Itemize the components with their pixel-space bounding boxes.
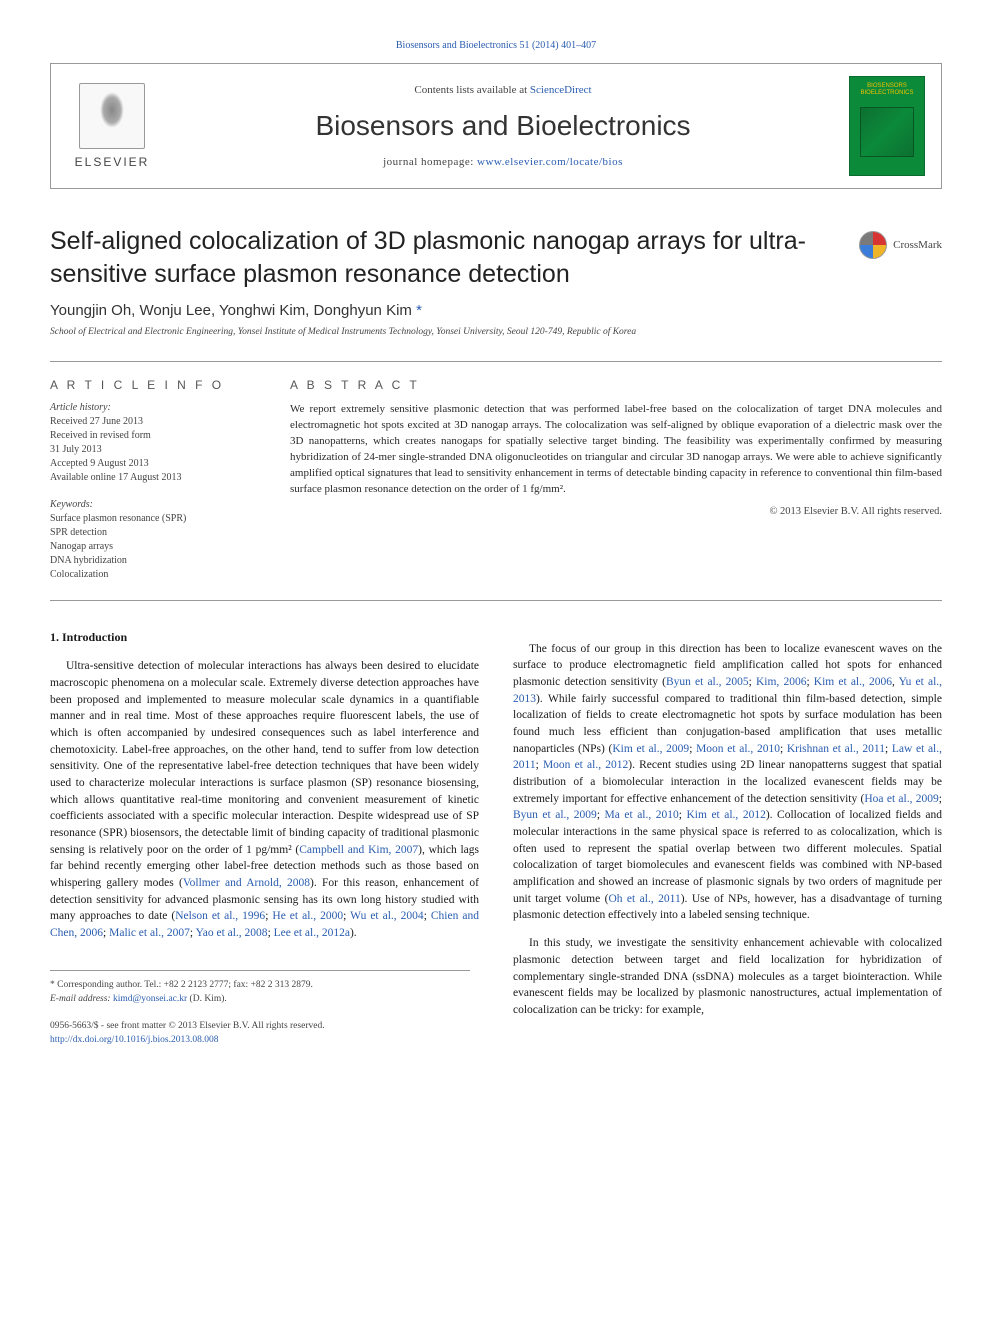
author-list: Youngjin Oh, Wonju Lee, Yonghwi Kim, Don…: [50, 302, 942, 319]
corresponding-author-mark[interactable]: *: [416, 302, 422, 319]
keyword-item: SPR detection: [50, 526, 250, 540]
history-item: 31 July 2013: [50, 443, 250, 457]
history-item: Received 27 June 2013: [50, 415, 250, 429]
body-paragraph: Ultra-sensitive detection of molecular i…: [50, 658, 479, 941]
citation-link[interactable]: He et al., 2000: [272, 910, 343, 922]
citation-link[interactable]: Campbell and Kim, 2007: [299, 844, 418, 856]
history-item: Available online 17 August 2013: [50, 471, 250, 485]
body-column-left: 1. Introduction Ultra-sensitive detectio…: [50, 629, 479, 1048]
contents-available: Contents lists available at ScienceDirec…: [177, 84, 829, 96]
corresponding-author-footnote: * Corresponding author. Tel.: +82 2 2123…: [50, 970, 470, 1007]
citation-link[interactable]: Kim et al., 2009: [612, 743, 689, 755]
body-paragraph: In this study, we investigate the sensit…: [513, 935, 942, 1018]
article-title: Self-aligned colocalization of 3D plasmo…: [50, 225, 839, 290]
citation-link[interactable]: Byun et al., 2005: [666, 676, 749, 688]
corr-author-line: * Corresponding author. Tel.: +82 2 2123…: [50, 979, 470, 993]
citation-link[interactable]: Moon et al., 2012: [543, 759, 628, 771]
citation-link[interactable]: Moon et al., 2010: [696, 743, 780, 755]
citation-link[interactable]: Oh et al., 2011: [608, 893, 680, 905]
citation-link[interactable]: Lee et al., 2012a: [274, 927, 350, 939]
cover-title: BIOSENSORS BIOELECTRONICS: [854, 83, 920, 97]
abstract-copyright: © 2013 Elsevier B.V. All rights reserved…: [290, 506, 942, 517]
citation-link[interactable]: Biosensors and Bioelectronics 51 (2014) …: [396, 40, 596, 51]
keyword-item: DNA hybridization: [50, 554, 250, 568]
history-item: Accepted 9 August 2013: [50, 457, 250, 471]
keyword-item: Surface plasmon resonance (SPR): [50, 512, 250, 526]
citation-link[interactable]: Kim et al., 2012: [686, 809, 765, 821]
citation-link[interactable]: Krishnan et al., 2011: [787, 743, 885, 755]
body-paragraph: The focus of our group in this direction…: [513, 641, 942, 924]
citation-link[interactable]: Kim et al., 2006: [814, 676, 892, 688]
journal-header: ELSEVIER Contents lists available at Sci…: [50, 63, 942, 189]
citation-link[interactable]: Hoa et al., 2009: [864, 793, 938, 805]
journal-name: Biosensors and Bioelectronics: [177, 110, 829, 142]
citation-link[interactable]: Vollmer and Arnold, 2008: [183, 877, 310, 889]
citation-link[interactable]: Yao et al., 2008: [196, 927, 268, 939]
journal-citation: Biosensors and Bioelectronics 51 (2014) …: [50, 40, 942, 51]
abstract-heading: A B S T R A C T: [290, 378, 942, 392]
cover-graphic: [860, 107, 914, 157]
crossmark-icon: [859, 231, 887, 259]
author-email-link[interactable]: kimd@yonsei.ac.kr: [113, 994, 187, 1004]
history-item: Received in revised form: [50, 429, 250, 443]
email-label: E-mail address:: [50, 994, 113, 1004]
elsevier-name: ELSEVIER: [75, 155, 150, 169]
history-label: Article history:: [50, 402, 250, 413]
affiliation: School of Electrical and Electronic Engi…: [50, 327, 942, 337]
keyword-item: Colocalization: [50, 568, 250, 582]
citation-link[interactable]: Ma et al., 2010: [605, 809, 679, 821]
citation-link[interactable]: Nelson et al., 1996: [175, 910, 265, 922]
crossmark-badge[interactable]: CrossMark: [859, 231, 942, 259]
doi-link[interactable]: http://dx.doi.org/10.1016/j.bios.2013.08…: [50, 1035, 218, 1045]
abstract-text: We report extremely sensitive plasmonic …: [290, 402, 942, 498]
email-suffix: (D. Kim).: [187, 994, 227, 1004]
journal-homepage: journal homepage: www.elsevier.com/locat…: [177, 156, 829, 168]
homepage-link[interactable]: www.elsevier.com/locate/bios: [477, 156, 623, 168]
elsevier-logo: ELSEVIER: [67, 76, 157, 176]
journal-cover-thumbnail: BIOSENSORS BIOELECTRONICS: [849, 76, 925, 176]
keywords-label: Keywords:: [50, 499, 250, 510]
keyword-item: Nanogap arrays: [50, 540, 250, 554]
article-info-heading: A R T I C L E I N F O: [50, 378, 250, 392]
sciencedirect-link[interactable]: ScienceDirect: [530, 84, 592, 96]
citation-link[interactable]: Malic et al., 2007: [109, 927, 190, 939]
elsevier-tree-icon: [79, 83, 145, 149]
citation-link[interactable]: Byun et al., 2009: [513, 809, 597, 821]
crossmark-label: CrossMark: [893, 239, 942, 251]
citation-link[interactable]: Kim, 2006: [756, 676, 806, 688]
issn-copyright: 0956-5663/$ - see front matter © 2013 El…: [50, 1020, 479, 1048]
section-heading: 1. Introduction: [50, 629, 479, 646]
body-column-right: The focus of our group in this direction…: [513, 629, 942, 1048]
citation-link[interactable]: Wu et al., 2004: [350, 910, 424, 922]
